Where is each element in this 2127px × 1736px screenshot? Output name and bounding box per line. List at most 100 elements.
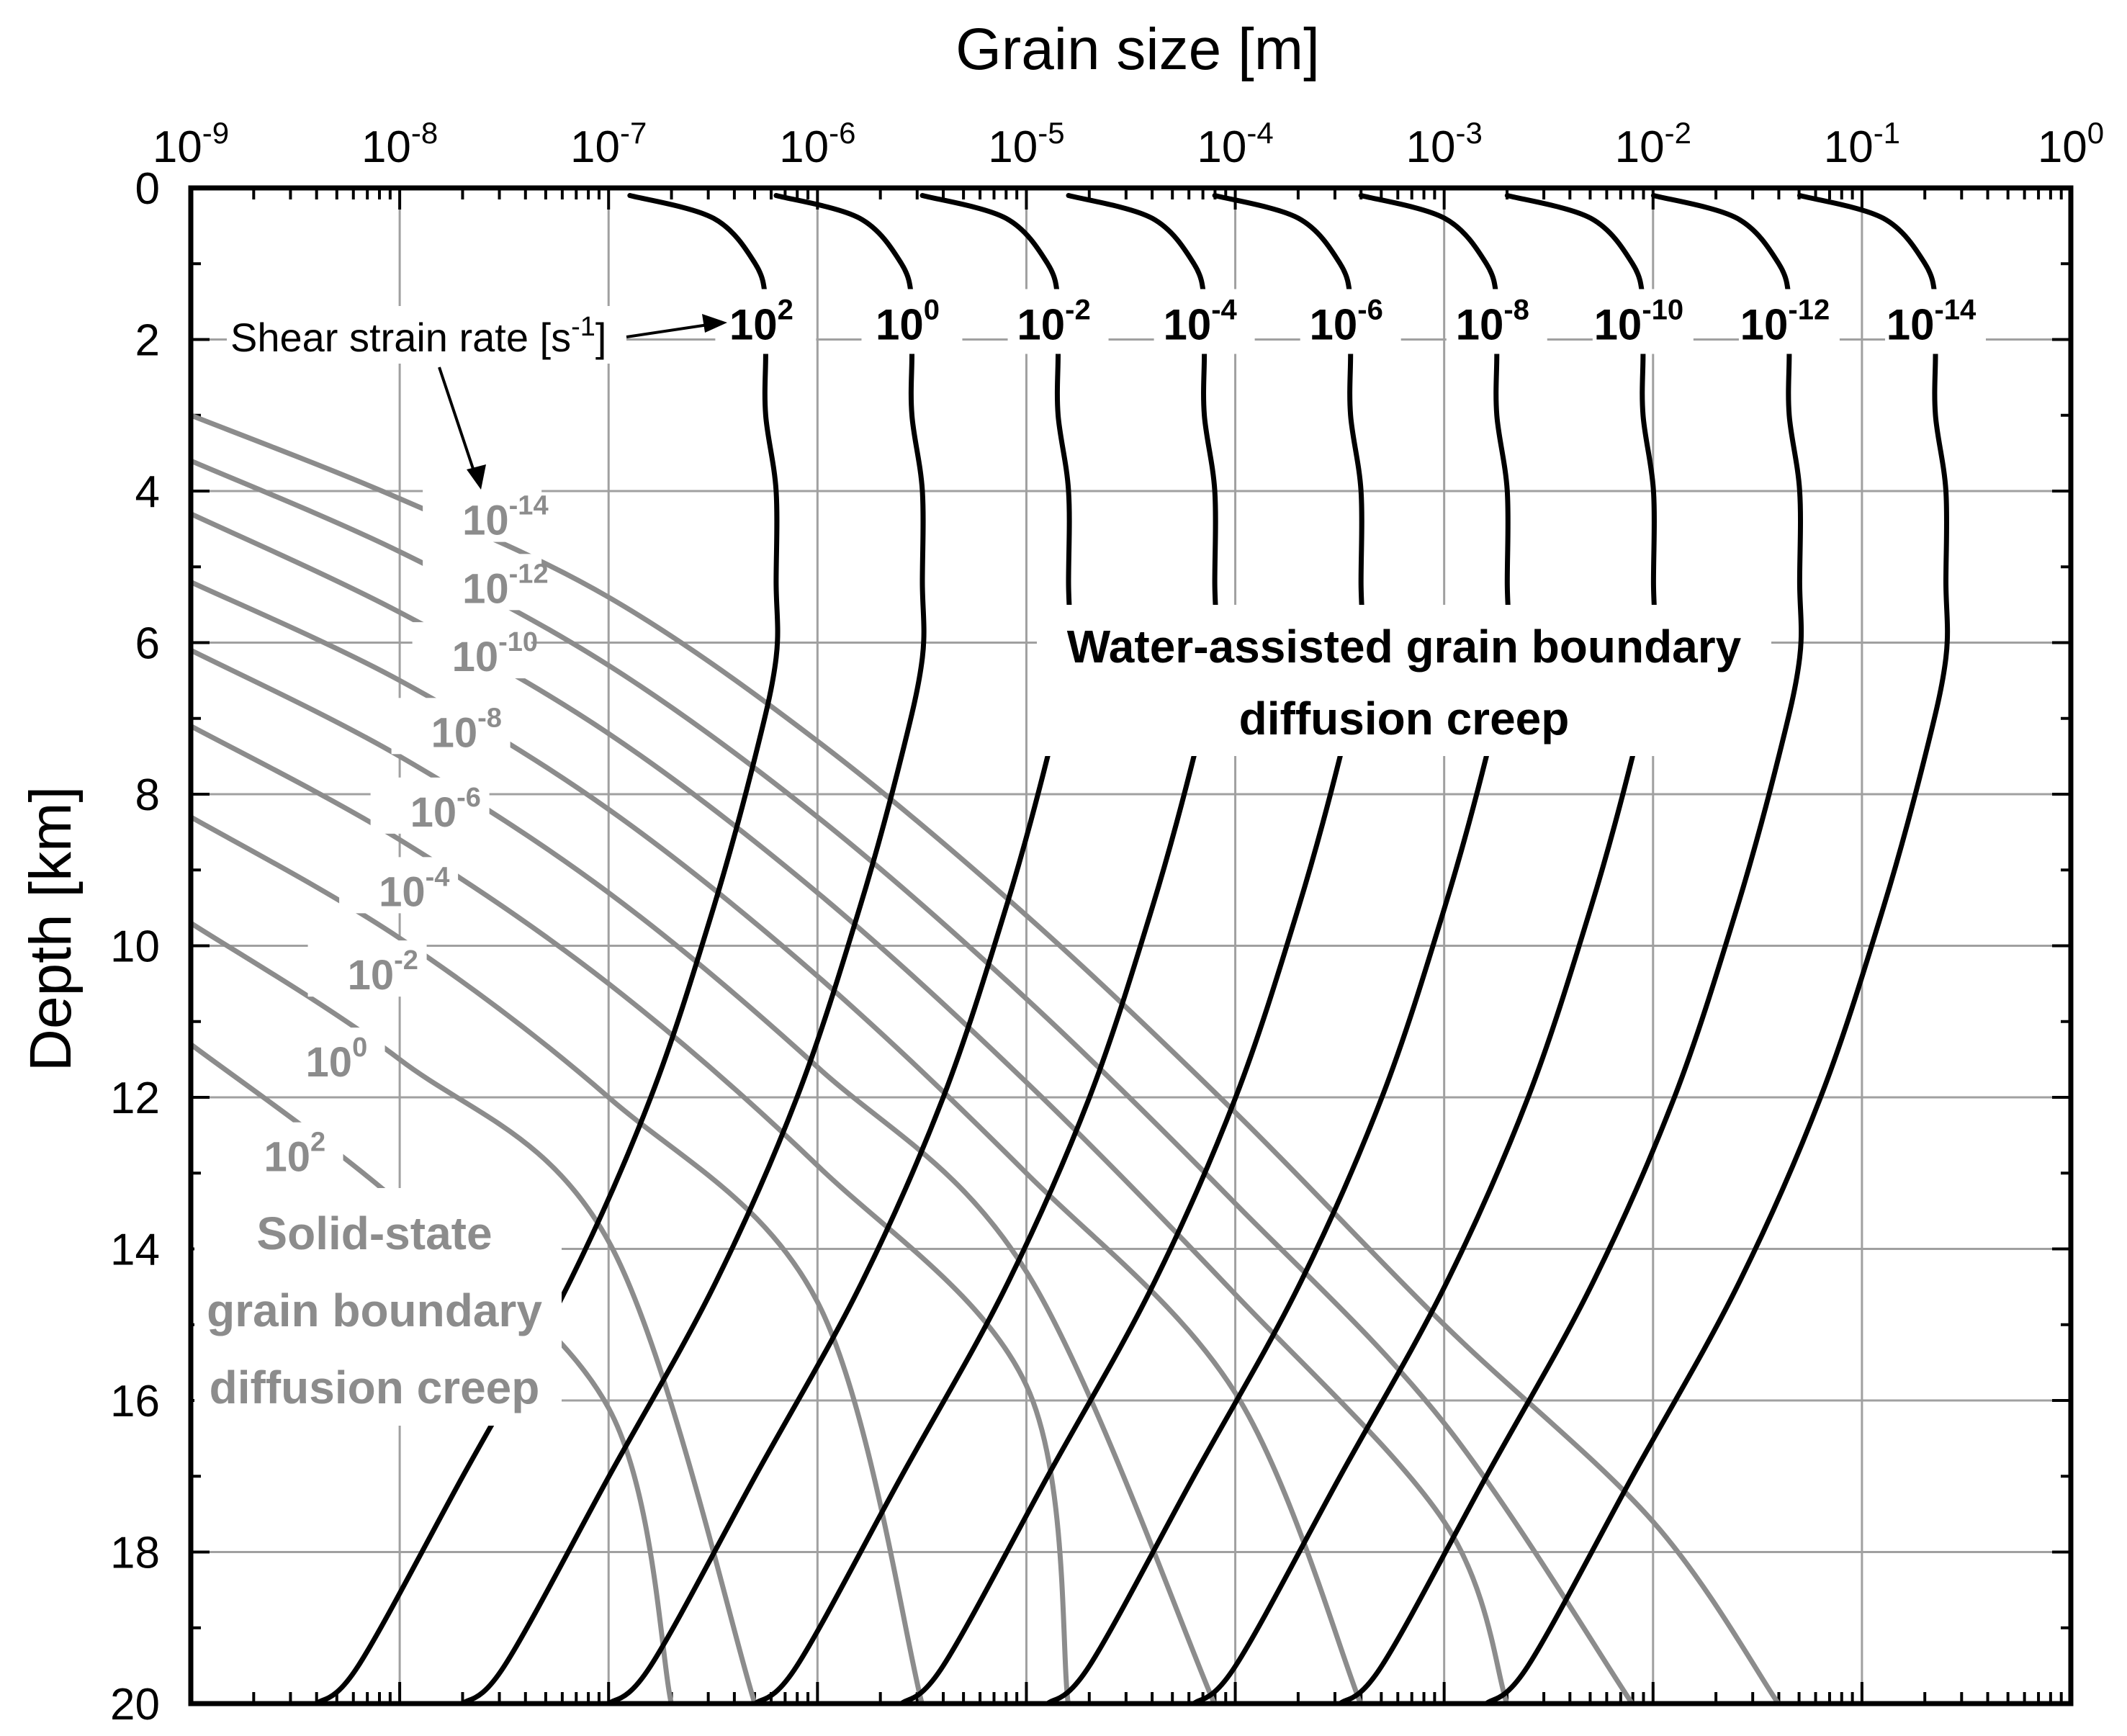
water-series-label-base: 10 bbox=[1740, 301, 1789, 349]
y-tick-label: 12 bbox=[110, 1074, 160, 1123]
water-series-label: 10-2 bbox=[1017, 294, 1090, 349]
x-tick-exp: -8 bbox=[411, 116, 438, 150]
strain-rate-arrowhead-down bbox=[467, 464, 486, 490]
solid-series-line bbox=[188, 920, 757, 1706]
x-tick-base: 10 bbox=[2038, 122, 2087, 172]
x-tick-exp: -5 bbox=[1038, 116, 1064, 150]
water-series-label-exp: -4 bbox=[1211, 294, 1237, 326]
solid-series-label-bg bbox=[412, 622, 531, 679]
solid-series-label-bg bbox=[307, 940, 427, 997]
x-axis-title: Grain size [m] bbox=[955, 17, 1320, 82]
y-tick-label: 20 bbox=[110, 1680, 160, 1730]
solid-series-label-bg bbox=[339, 857, 459, 914]
strain-rate-tail: ] bbox=[595, 315, 607, 360]
solid-series-label-base: 10 bbox=[462, 498, 509, 544]
strain-rate-arrow-right bbox=[626, 323, 714, 338]
strain-rate-arrowhead-right bbox=[702, 314, 727, 333]
x-tick-labels: 10-9 10-8 10-7 10-6 10-5 10-4 10-3 10-2 10-1 100 bbox=[153, 116, 2104, 172]
solid-series-label: 10-4 bbox=[379, 862, 449, 915]
strain-rate-exp: -1 bbox=[571, 312, 595, 342]
water-series-label-bg bbox=[1007, 289, 1109, 354]
solid-series-label-bg bbox=[423, 554, 542, 611]
strain-rate-annotation-text: Shear strain rate [s-1] bbox=[230, 312, 606, 360]
y-tick-label: 0 bbox=[135, 164, 160, 214]
solid-series-label-exp: -14 bbox=[509, 491, 549, 521]
x-tick-base: 10 bbox=[779, 122, 829, 172]
solid-series-label-bg bbox=[423, 485, 542, 542]
strain-rate-text: Shear strain rate [s bbox=[230, 315, 571, 360]
x-tick-label: 10-2 bbox=[1615, 116, 1691, 172]
water-series-label-exp: -8 bbox=[1503, 294, 1529, 326]
water-series-label: 10-14 bbox=[1887, 294, 1977, 349]
x-tick-exp: -6 bbox=[829, 116, 855, 150]
x-tick-base: 10 bbox=[1406, 122, 1456, 172]
water-series-label-base: 10 bbox=[729, 301, 778, 349]
solid-series-label-base: 10 bbox=[410, 789, 457, 836]
water-series-label: 10-4 bbox=[1163, 294, 1237, 349]
y-axis-title: Depth [km] bbox=[18, 786, 84, 1071]
x-tick-exp: -7 bbox=[620, 116, 647, 150]
solid-series-label-base: 10 bbox=[306, 1039, 353, 1086]
x-tick-label: 10-8 bbox=[361, 116, 438, 172]
strain-rate-arrow-down bbox=[438, 366, 477, 476]
water-series-label-base: 10 bbox=[1456, 301, 1504, 349]
water-series-label-bg bbox=[1446, 289, 1547, 354]
water-series-label-bg bbox=[1885, 289, 1987, 354]
solid-region-label-line3: diffusion creep bbox=[210, 1362, 540, 1413]
solid-series-label: 102 bbox=[264, 1128, 326, 1181]
x-tick-base: 10 bbox=[1615, 122, 1665, 172]
solid-series-label-bg bbox=[266, 1027, 385, 1084]
solid-series-label-exp: -12 bbox=[509, 559, 549, 589]
solid-series-label-base: 10 bbox=[431, 709, 478, 756]
water-series-label-bg bbox=[861, 289, 963, 354]
water-series-label-base: 10 bbox=[1163, 301, 1211, 349]
solid-series-label-exp: -4 bbox=[426, 862, 450, 892]
x-tick-label: 10-4 bbox=[1197, 116, 1273, 172]
x-tick-base: 10 bbox=[570, 122, 620, 172]
x-tick-label: 10-7 bbox=[570, 116, 647, 172]
water-series-label: 10-6 bbox=[1310, 294, 1383, 349]
solid-region-label-bg bbox=[194, 1188, 562, 1426]
x-tick-base: 10 bbox=[153, 122, 202, 172]
solid-series-label-base: 10 bbox=[264, 1134, 311, 1181]
x-tick-base: 10 bbox=[1824, 122, 1874, 172]
x-tick-label: 10-1 bbox=[1824, 116, 1900, 172]
water-series-label-exp: -2 bbox=[1065, 294, 1091, 326]
y-tick-label: 4 bbox=[135, 467, 160, 517]
solid-series-label-exp: 2 bbox=[310, 1128, 325, 1158]
solid-series-label: 10-12 bbox=[462, 559, 548, 612]
solid-series-label: 10-8 bbox=[431, 703, 502, 756]
strain-rate-annotation-bg bbox=[227, 306, 626, 364]
water-region-label-bg bbox=[1037, 605, 1771, 756]
solid-series-label-exp: 0 bbox=[352, 1033, 367, 1063]
solid-region-label-line2: grain boundary bbox=[207, 1285, 542, 1336]
x-tick-exp: 0 bbox=[2087, 116, 2104, 150]
x-tick-exp: -3 bbox=[1455, 116, 1482, 150]
solid-region-label-line1: Solid-state bbox=[256, 1207, 492, 1259]
solid-series-label-exp: -8 bbox=[477, 703, 502, 733]
water-series-label: 10-12 bbox=[1740, 294, 1830, 349]
water-series-label-bg bbox=[1300, 289, 1401, 354]
solid-series-label: 10-14 bbox=[462, 491, 548, 544]
x-tick-exp: -4 bbox=[1246, 116, 1273, 150]
y-tick-labels: 0 2 4 6 8 10 12 14 16 18 20 bbox=[110, 164, 160, 1730]
water-region-label-line1: Water-assisted grain boundary bbox=[1067, 621, 1742, 673]
solid-series-label-exp: -2 bbox=[394, 945, 418, 976]
water-series-label: 102 bbox=[729, 294, 793, 349]
water-series-label-bg bbox=[1154, 289, 1255, 354]
water-series-label-exp: -14 bbox=[1934, 294, 1977, 326]
y-tick-label: 8 bbox=[135, 770, 160, 820]
x-tick-exp: -1 bbox=[1874, 116, 1900, 150]
x-tick-base: 10 bbox=[361, 122, 411, 172]
water-series-label-base: 10 bbox=[1887, 301, 1935, 349]
solid-series-line bbox=[188, 579, 1364, 1706]
solid-series-label: 10-2 bbox=[348, 945, 418, 999]
y-tick-label: 18 bbox=[110, 1529, 160, 1578]
water-series-label-bg bbox=[1738, 289, 1840, 354]
solid-series-label-exp: -6 bbox=[457, 783, 481, 813]
x-tick-label: 100 bbox=[2038, 116, 2104, 172]
water-series-label-exp: -6 bbox=[1357, 294, 1383, 326]
